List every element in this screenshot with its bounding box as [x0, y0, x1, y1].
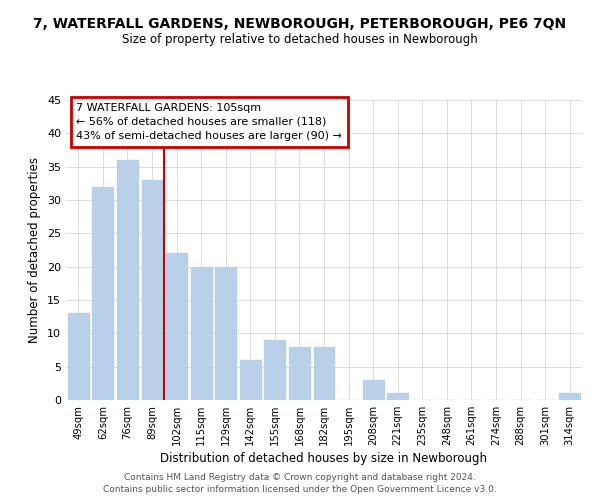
Bar — [215, 266, 236, 400]
Bar — [240, 360, 261, 400]
Bar — [191, 266, 212, 400]
Text: Contains HM Land Registry data © Crown copyright and database right 2024.: Contains HM Land Registry data © Crown c… — [124, 472, 476, 482]
Bar — [559, 394, 580, 400]
Bar — [289, 346, 310, 400]
Text: Size of property relative to detached houses in Newborough: Size of property relative to detached ho… — [122, 32, 478, 46]
Text: 7 WATERFALL GARDENS: 105sqm
← 56% of detached houses are smaller (118)
43% of se: 7 WATERFALL GARDENS: 105sqm ← 56% of det… — [76, 103, 342, 141]
Bar — [387, 394, 408, 400]
Bar — [142, 180, 163, 400]
Bar — [117, 160, 138, 400]
X-axis label: Distribution of detached houses by size in Newborough: Distribution of detached houses by size … — [161, 452, 487, 465]
Bar — [314, 346, 334, 400]
Text: 7, WATERFALL GARDENS, NEWBOROUGH, PETERBOROUGH, PE6 7QN: 7, WATERFALL GARDENS, NEWBOROUGH, PETERB… — [34, 18, 566, 32]
Text: Contains public sector information licensed under the Open Government Licence v3: Contains public sector information licen… — [103, 485, 497, 494]
Bar — [265, 340, 286, 400]
Bar — [92, 186, 113, 400]
Y-axis label: Number of detached properties: Number of detached properties — [28, 157, 41, 343]
Bar — [362, 380, 383, 400]
Bar — [166, 254, 187, 400]
Bar — [68, 314, 89, 400]
